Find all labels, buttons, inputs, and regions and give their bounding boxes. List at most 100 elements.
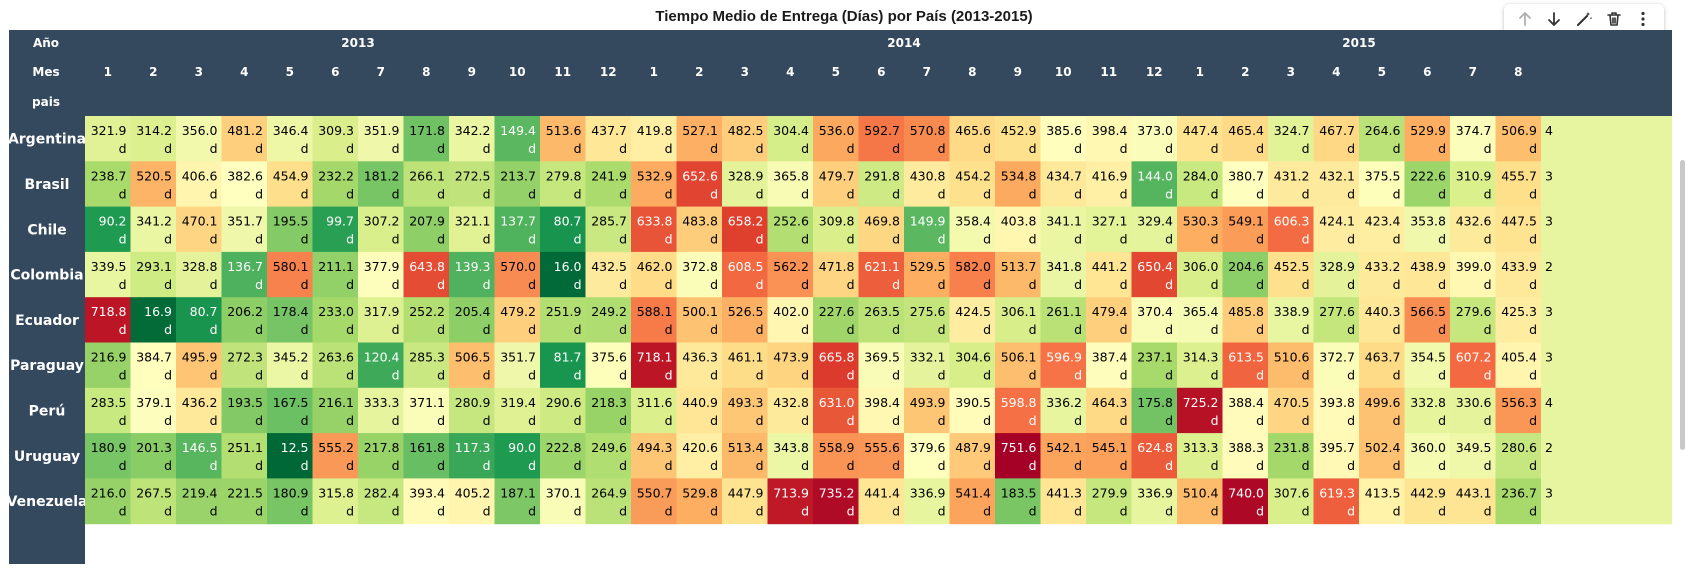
cell-unit: d [1302, 186, 1310, 201]
cell-unit: d [1074, 277, 1082, 292]
heatmap-cell [1268, 161, 1314, 208]
cell-unit: d [1120, 186, 1128, 201]
cell-unit: d [1438, 186, 1446, 201]
heatmap-cell [1222, 342, 1269, 389]
cell-unit: d [1256, 503, 1264, 518]
cell-value: 582.0 [955, 259, 991, 274]
cell-unit: d [437, 232, 445, 247]
cell-value: 365.4 [1183, 304, 1219, 319]
cell-value: 447.4 [1183, 123, 1219, 138]
cell-unit: d [710, 458, 718, 473]
cell-value: 608.5 [728, 259, 764, 274]
cell-unit: d [210, 503, 218, 518]
cell-unit: d [938, 458, 946, 473]
cell-unit: d [437, 141, 445, 156]
cell-value: 432.8 [773, 395, 809, 410]
heatmap-cell [1131, 116, 1178, 162]
heatmap-cell [1268, 433, 1314, 479]
cell-value: 263.5 [864, 304, 900, 319]
cell-value: 372.8 [682, 259, 718, 274]
chart-title: Tiempo Medio de Entrega (Días) por País … [655, 8, 1033, 25]
cell-unit: d [1256, 413, 1264, 428]
heatmap-cell [449, 478, 495, 525]
cell-value: 314.2 [136, 123, 172, 138]
heatmap-cell [449, 387, 495, 434]
heatmap-cell [312, 478, 359, 525]
cell-unit: d [574, 232, 582, 247]
cell-value: 136.7 [227, 259, 263, 274]
cell-unit: d [1120, 413, 1128, 428]
cell-value: 425.3 [1501, 304, 1537, 319]
country-label: Argentina [9, 132, 86, 148]
cell-unit: d [1165, 186, 1173, 201]
cell-value: 272.5 [455, 168, 491, 183]
cell-value: 16.9 [144, 304, 172, 319]
cell-value: 405.2 [455, 485, 491, 500]
cell-unit: d [574, 141, 582, 156]
cell-unit: d [1165, 277, 1173, 292]
cell-unit: d [301, 141, 309, 156]
cell-unit: d [619, 186, 627, 201]
cell-unit: d [801, 232, 809, 247]
cell-unit: d [1302, 503, 1310, 518]
cell-value: 222.6 [1410, 168, 1446, 183]
heatmap-table[interactable]: Año Mes pais 2013 1 2 3 4 5 6 7 8 9 10 11 12 2014 1 2 3 4 5 6 7… [9, 30, 1672, 564]
delete-button[interactable] [1600, 5, 1628, 33]
cell-unit: d [892, 368, 900, 383]
heatmap-cell-partial [1541, 116, 1672, 162]
cell-value: 493.3 [728, 395, 764, 410]
cell-unit: d [1529, 141, 1537, 156]
cell-value: 506.5 [455, 350, 491, 365]
heatmap-cell [767, 116, 814, 162]
cell-unit: d [483, 277, 491, 292]
heatmap-cell [1359, 297, 1405, 343]
more-button[interactable] [1629, 5, 1657, 33]
cell-value: 437.7 [591, 123, 627, 138]
cell-value: 333.3 [364, 395, 400, 410]
heatmap-cell [1040, 116, 1087, 162]
cell-unit: d [756, 413, 764, 428]
cell-unit: d [1302, 368, 1310, 383]
cell-unit: d [164, 413, 172, 428]
heatmap-cell [813, 116, 859, 162]
cell-value: 207.9 [409, 214, 445, 229]
cell-value: 542.1 [1046, 440, 1082, 455]
heatmap-cell [403, 297, 450, 343]
cell-value: 369.5 [864, 350, 900, 365]
cell-value: 237.1 [1137, 350, 1173, 365]
cell-unit: d [574, 322, 582, 337]
heatmap-cell [267, 433, 313, 479]
cell-value: 550.7 [637, 485, 673, 500]
cell-unit: d [392, 503, 400, 518]
vertical-scrollbar[interactable] [1680, 160, 1685, 450]
cell-value: 201.3 [136, 440, 172, 455]
heatmap-cell [267, 206, 313, 253]
cell-unit: d [346, 141, 354, 156]
heatmap-cell [1222, 161, 1269, 208]
cell-value-partial: 3 [1545, 214, 1553, 229]
cell-value: 384.7 [136, 350, 172, 365]
cell-value: 485.8 [1228, 304, 1264, 319]
heatmap-cell [585, 116, 632, 162]
cell-unit: d [346, 503, 354, 518]
cell-unit: d [1074, 322, 1082, 337]
edit-button[interactable] [1570, 5, 1598, 33]
heatmap-cell [813, 387, 859, 434]
heatmap-cell [267, 161, 313, 208]
cell-unit: d [801, 413, 809, 428]
cell-value: 494.3 [637, 440, 673, 455]
move-up-button[interactable] [1511, 5, 1539, 33]
cell-value: 424.1 [1319, 214, 1355, 229]
cell-unit: d [1211, 232, 1219, 247]
heatmap-cell [221, 387, 268, 434]
cell-value: 566.5 [1410, 304, 1446, 319]
cell-unit: d [392, 232, 400, 247]
heatmap-cell [813, 478, 859, 525]
move-down-button[interactable] [1540, 5, 1568, 33]
cell-value: 284.0 [1183, 168, 1219, 183]
cell-value: 307.6 [1274, 485, 1310, 500]
heatmap-cell [1495, 297, 1542, 343]
year-label: 2013 [341, 36, 374, 50]
heatmap-cell [1450, 161, 1496, 208]
cell-value: 354.5 [1410, 350, 1446, 365]
